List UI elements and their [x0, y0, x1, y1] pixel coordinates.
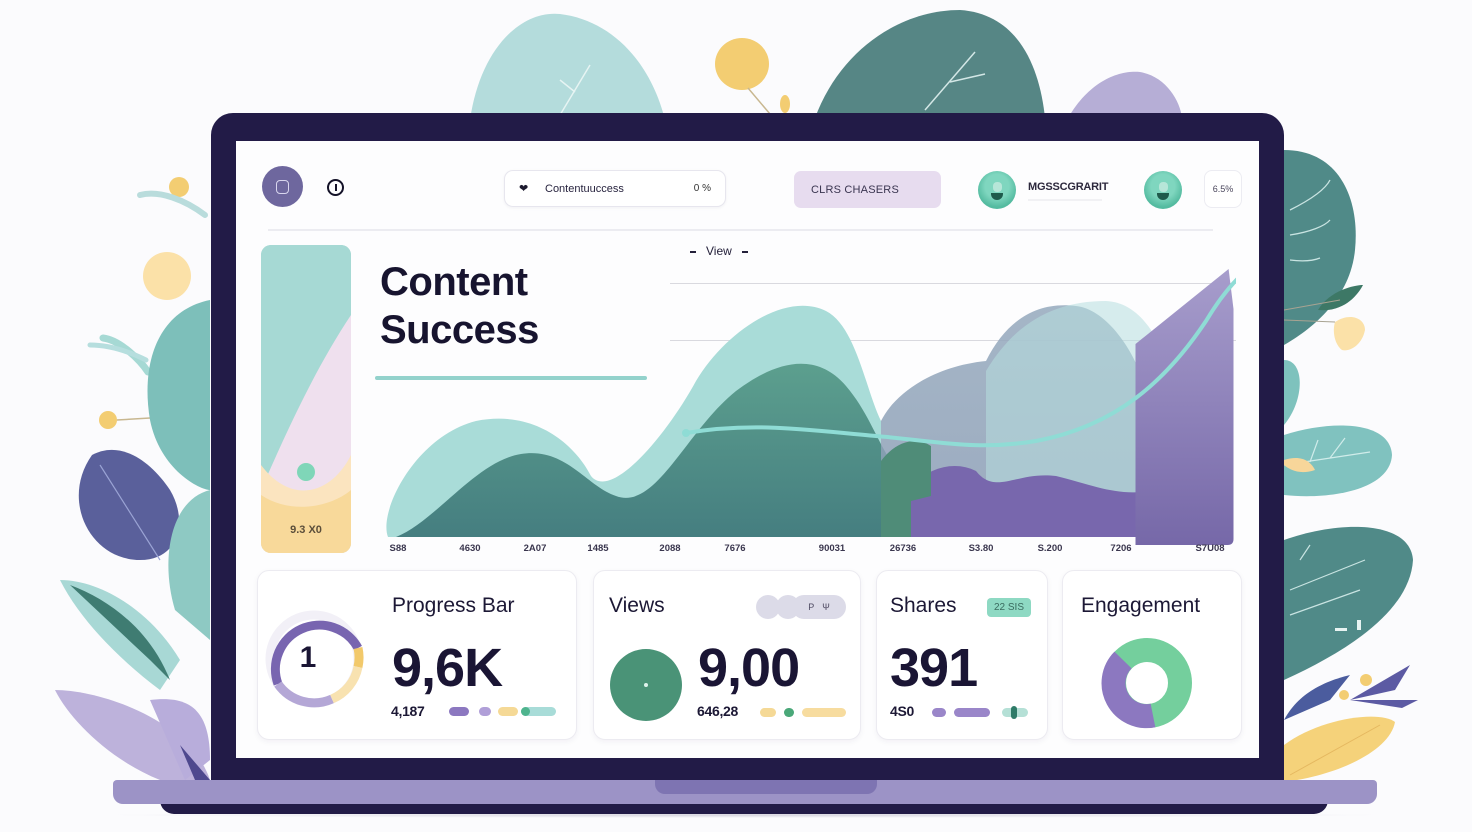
x-tick: 7206 — [1110, 543, 1132, 554]
shares-card[interactable]: Shares 22 SIS 391 4S0 — [876, 570, 1048, 740]
x-tick: 2A07 — [523, 543, 547, 554]
progress-card-title: Progress Bar — [392, 594, 515, 617]
avatar-body — [1157, 193, 1169, 200]
page-title: Content Success — [380, 258, 539, 354]
side-card-graphic — [261, 245, 351, 553]
legend-pill — [479, 707, 491, 716]
chart-gridline — [670, 340, 1236, 341]
chart-gridline — [670, 283, 1236, 284]
progress-ring-value: 1 — [299, 641, 317, 674]
side-card-value: 9.3 X0 — [290, 524, 322, 536]
engagement-card[interactable]: Engagement — [1062, 570, 1242, 740]
shares-change-badge: 22 SIS — [987, 598, 1031, 617]
info-icon[interactable] — [327, 179, 344, 196]
shares-card-subvalue: 4S0 — [890, 703, 915, 719]
clrs-chasers-button[interactable]: CLRS CHASERS — [794, 171, 941, 208]
x-tick: S7U08 — [1195, 543, 1225, 554]
search-percent: 0 % — [693, 183, 711, 194]
progress-ring — [265, 610, 364, 708]
app-logo-button[interactable] — [262, 166, 303, 207]
x-tick: 1485 — [587, 543, 609, 554]
dashboard-screen: ❤ Contentuuccess 0 % CLRS CHASERS MGSSCG… — [236, 141, 1259, 758]
legend-pill — [449, 707, 469, 716]
search-text: Contentuuccess — [545, 182, 624, 195]
legend-pill — [521, 707, 556, 716]
heart-icon: ❤ — [519, 183, 529, 195]
title-line-2: Success — [380, 308, 539, 352]
x-tick: 2088 — [659, 543, 681, 554]
app-logo-icon — [276, 179, 289, 194]
progress-bar-card[interactable]: 1 Progress Bar 9,6K 4,187 — [257, 570, 577, 740]
chart-legend[interactable]: View — [680, 244, 758, 258]
legend-pill — [521, 707, 530, 716]
series-green-notch — [881, 441, 931, 537]
tag-pill: P Ψ — [792, 595, 846, 619]
views-card[interactable]: Views P Ψ 9,00 646,28 — [593, 570, 861, 740]
views-card-subvalue: 646,28 — [697, 703, 739, 719]
series-purple-high — [1135, 269, 1234, 545]
side-progress-card: 9.3 X0 — [261, 245, 351, 553]
user-avatar[interactable] — [978, 171, 1016, 209]
legend-pill — [802, 708, 846, 717]
series-view-line — [684, 277, 1236, 448]
avatar-body — [991, 193, 1003, 200]
x-tick: 7676 — [724, 543, 746, 554]
title-line-1: Content — [380, 260, 528, 304]
leaf-decor — [470, 13, 665, 120]
x-tick: 90031 — [818, 543, 846, 554]
x-tick: S3.80 — [968, 543, 994, 554]
secondary-avatar[interactable] — [1144, 171, 1182, 209]
progress-card-value: 9,6K — [392, 638, 503, 698]
shares-card-value: 391 — [890, 638, 978, 698]
legend-pill — [760, 708, 776, 717]
x-tick: 4630 — [459, 543, 481, 554]
engagement-donut-chart — [1101, 638, 1192, 729]
legend-pill — [954, 708, 990, 717]
avatar-head — [1159, 182, 1168, 192]
legend-pill — [932, 708, 946, 717]
percent-badge-button[interactable]: 6.5% — [1204, 170, 1242, 208]
legend-pill — [498, 707, 518, 716]
series-dark-teal — [396, 363, 916, 537]
x-tick: S.200 — [1037, 543, 1063, 554]
tag-text: Ψ — [822, 602, 830, 612]
views-filter-tag[interactable]: P Ψ — [756, 595, 846, 619]
tag-text: P — [808, 602, 815, 612]
header-divider — [268, 229, 1213, 231]
laptop-shadow — [100, 812, 1390, 818]
laptop-trackpad-notch — [655, 780, 877, 794]
user-subtitle-line — [1028, 199, 1102, 201]
views-card-value: 9,00 — [698, 638, 800, 698]
legend-view-label: View — [706, 244, 732, 258]
legend-dash — [741, 250, 748, 253]
legend-pill — [784, 708, 794, 717]
series-purple-low — [911, 466, 1151, 537]
legend-dash — [690, 250, 696, 253]
engagement-card-title: Engagement — [1081, 594, 1201, 617]
x-tick: 26736 — [889, 543, 917, 554]
search-bar[interactable]: ❤ Contentuuccess 0 % — [504, 170, 726, 207]
progress-card-subvalue: 4,187 — [391, 703, 425, 719]
views-card-title: Views — [609, 594, 665, 617]
chart-x-axis: S88 4630 2A07 1485 2088 7676 90031 26736… — [384, 543, 1234, 557]
area-chart — [386, 269, 1236, 545]
shares-card-title: Shares — [890, 594, 957, 617]
user-name: MGSSCGRARIT — [1028, 181, 1109, 193]
title-underline — [375, 376, 647, 380]
legend-pill — [1011, 706, 1017, 719]
top-header: ❤ Contentuuccess 0 % CLRS CHASERS MGSSCG… — [236, 141, 1259, 231]
avatar-head — [993, 182, 1002, 192]
x-tick: S88 — [389, 543, 407, 554]
views-circle-indicator — [610, 649, 682, 721]
